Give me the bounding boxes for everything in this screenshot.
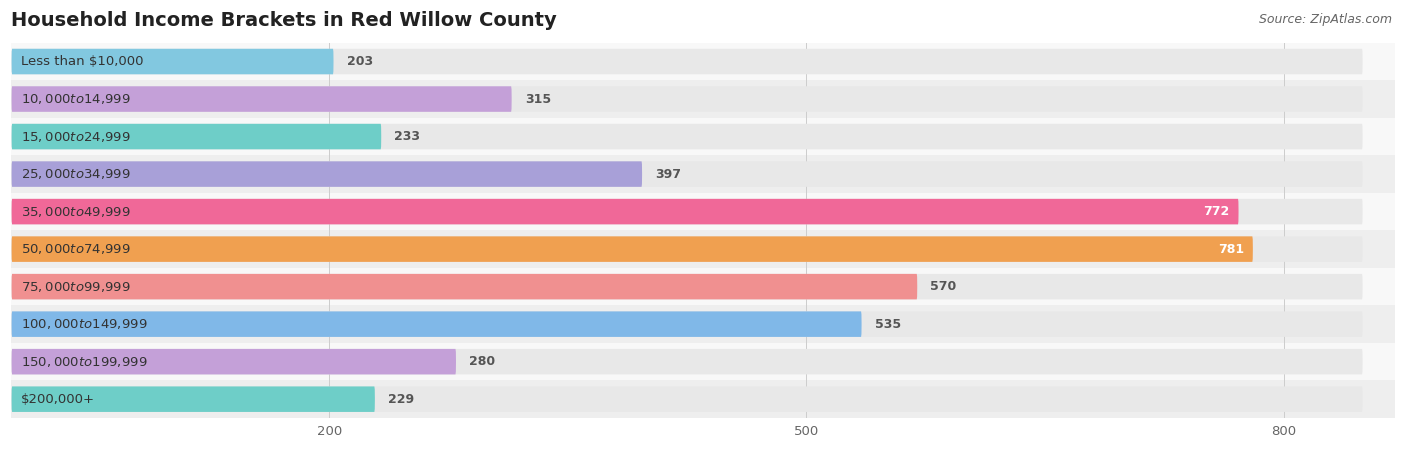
Text: Less than $10,000: Less than $10,000: [21, 55, 143, 68]
Text: 315: 315: [524, 92, 551, 106]
Bar: [11, 380, 1395, 418]
FancyBboxPatch shape: [11, 49, 333, 74]
FancyBboxPatch shape: [11, 387, 1362, 412]
Text: $50,000 to $74,999: $50,000 to $74,999: [21, 242, 131, 256]
FancyBboxPatch shape: [11, 86, 512, 112]
Text: $150,000 to $199,999: $150,000 to $199,999: [21, 355, 148, 369]
Text: $10,000 to $14,999: $10,000 to $14,999: [21, 92, 131, 106]
Text: 781: 781: [1218, 242, 1244, 255]
Text: $200,000+: $200,000+: [21, 393, 94, 406]
Bar: [11, 230, 1395, 268]
Text: 280: 280: [470, 355, 495, 368]
FancyBboxPatch shape: [11, 124, 381, 150]
Bar: [11, 268, 1395, 305]
FancyBboxPatch shape: [11, 274, 1362, 299]
Text: $100,000 to $149,999: $100,000 to $149,999: [21, 317, 148, 331]
FancyBboxPatch shape: [11, 274, 917, 299]
Text: $35,000 to $49,999: $35,000 to $49,999: [21, 205, 131, 219]
Text: 397: 397: [655, 167, 682, 180]
FancyBboxPatch shape: [11, 349, 1362, 374]
FancyBboxPatch shape: [11, 124, 1362, 150]
Text: 203: 203: [347, 55, 373, 68]
Bar: [11, 43, 1395, 80]
Bar: [11, 343, 1395, 380]
Bar: [11, 80, 1395, 118]
FancyBboxPatch shape: [11, 236, 1253, 262]
FancyBboxPatch shape: [11, 349, 456, 374]
Text: $75,000 to $99,999: $75,000 to $99,999: [21, 280, 131, 294]
FancyBboxPatch shape: [11, 387, 375, 412]
FancyBboxPatch shape: [11, 312, 1362, 337]
Bar: [11, 193, 1395, 230]
Text: 772: 772: [1204, 205, 1229, 218]
FancyBboxPatch shape: [11, 49, 1362, 74]
Text: Household Income Brackets in Red Willow County: Household Income Brackets in Red Willow …: [11, 11, 557, 30]
Text: 535: 535: [875, 317, 901, 330]
FancyBboxPatch shape: [11, 86, 1362, 112]
Text: 570: 570: [931, 280, 956, 293]
Text: $25,000 to $34,999: $25,000 to $34,999: [21, 167, 131, 181]
FancyBboxPatch shape: [11, 312, 862, 337]
FancyBboxPatch shape: [11, 199, 1362, 224]
FancyBboxPatch shape: [11, 199, 1239, 224]
FancyBboxPatch shape: [11, 236, 1362, 262]
Text: 229: 229: [388, 393, 415, 406]
Text: $15,000 to $24,999: $15,000 to $24,999: [21, 130, 131, 144]
Bar: [11, 305, 1395, 343]
FancyBboxPatch shape: [11, 161, 643, 187]
Bar: [11, 155, 1395, 193]
Text: Source: ZipAtlas.com: Source: ZipAtlas.com: [1258, 13, 1392, 26]
Bar: [11, 118, 1395, 155]
FancyBboxPatch shape: [11, 161, 1362, 187]
Text: 233: 233: [395, 130, 420, 143]
